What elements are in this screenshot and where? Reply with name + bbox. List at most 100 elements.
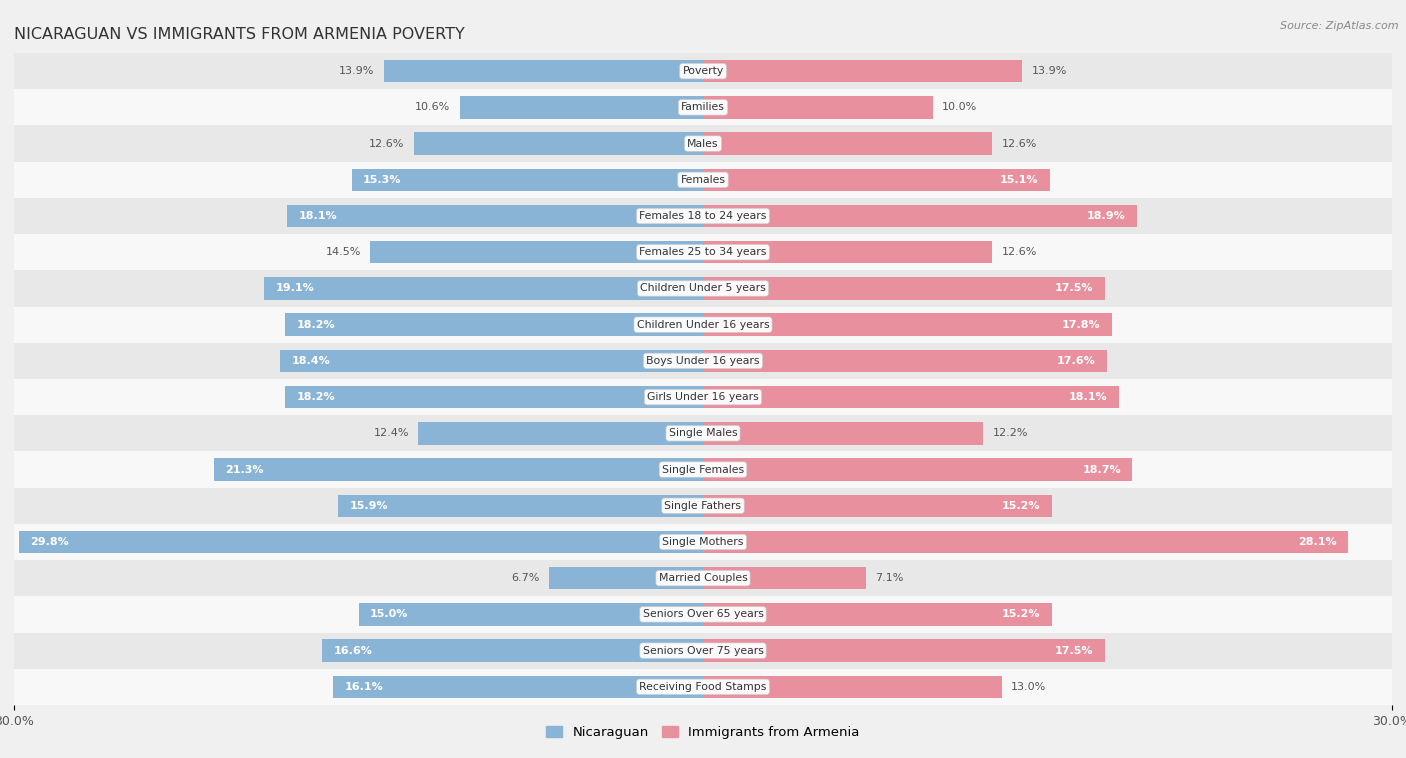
Text: 12.2%: 12.2% xyxy=(993,428,1028,438)
Bar xyxy=(703,168,1050,191)
Bar xyxy=(14,126,1392,161)
Bar xyxy=(14,53,1392,89)
Text: 15.1%: 15.1% xyxy=(1000,175,1038,185)
Text: 15.0%: 15.0% xyxy=(370,609,408,619)
Text: 15.3%: 15.3% xyxy=(363,175,402,185)
Bar xyxy=(14,487,1392,524)
Bar xyxy=(285,314,703,336)
Text: 18.1%: 18.1% xyxy=(299,211,337,221)
Bar xyxy=(703,133,993,155)
Bar xyxy=(550,567,703,590)
Text: Source: ZipAtlas.com: Source: ZipAtlas.com xyxy=(1281,21,1399,31)
Text: Poverty: Poverty xyxy=(682,66,724,76)
Text: 13.0%: 13.0% xyxy=(1011,682,1046,692)
Bar xyxy=(703,422,983,444)
Text: 18.2%: 18.2% xyxy=(297,320,335,330)
Text: 16.1%: 16.1% xyxy=(344,682,384,692)
Bar xyxy=(14,632,1392,669)
Bar xyxy=(287,205,703,227)
Bar xyxy=(703,603,1052,625)
Bar xyxy=(285,386,703,409)
Text: Children Under 5 years: Children Under 5 years xyxy=(640,283,766,293)
Bar xyxy=(418,422,703,444)
Text: 12.6%: 12.6% xyxy=(1001,247,1036,257)
Bar xyxy=(14,452,1392,487)
Text: Single Males: Single Males xyxy=(669,428,737,438)
Text: 17.5%: 17.5% xyxy=(1054,283,1094,293)
Bar xyxy=(370,241,703,264)
Text: Girls Under 16 years: Girls Under 16 years xyxy=(647,392,759,402)
Text: 10.0%: 10.0% xyxy=(942,102,977,112)
Text: Females 18 to 24 years: Females 18 to 24 years xyxy=(640,211,766,221)
Bar xyxy=(14,89,1392,126)
Text: 28.1%: 28.1% xyxy=(1298,537,1337,547)
Text: 6.7%: 6.7% xyxy=(512,573,540,583)
Bar xyxy=(14,379,1392,415)
Text: Children Under 16 years: Children Under 16 years xyxy=(637,320,769,330)
Text: 14.5%: 14.5% xyxy=(325,247,361,257)
Bar xyxy=(280,349,703,372)
Text: 7.1%: 7.1% xyxy=(875,573,904,583)
Text: 12.6%: 12.6% xyxy=(1001,139,1036,149)
Text: 12.4%: 12.4% xyxy=(374,428,409,438)
Text: 13.9%: 13.9% xyxy=(1032,66,1067,76)
Bar xyxy=(703,277,1105,299)
Bar xyxy=(14,161,1392,198)
Bar xyxy=(214,459,703,481)
Bar xyxy=(460,96,703,118)
Text: 17.6%: 17.6% xyxy=(1057,356,1095,366)
Text: 17.5%: 17.5% xyxy=(1054,646,1094,656)
Text: 18.1%: 18.1% xyxy=(1069,392,1107,402)
Text: 21.3%: 21.3% xyxy=(225,465,264,475)
Text: 16.6%: 16.6% xyxy=(333,646,373,656)
Text: 19.1%: 19.1% xyxy=(276,283,315,293)
Bar xyxy=(703,459,1132,481)
Bar xyxy=(14,560,1392,597)
Bar xyxy=(14,198,1392,234)
Text: Single Fathers: Single Fathers xyxy=(665,501,741,511)
Text: NICARAGUAN VS IMMIGRANTS FROM ARMENIA POVERTY: NICARAGUAN VS IMMIGRANTS FROM ARMENIA PO… xyxy=(14,27,465,42)
Bar xyxy=(703,314,1112,336)
Text: Females: Females xyxy=(681,175,725,185)
Bar xyxy=(703,60,1022,83)
Text: 18.9%: 18.9% xyxy=(1087,211,1126,221)
Bar xyxy=(14,597,1392,632)
Bar xyxy=(703,567,866,590)
Text: 29.8%: 29.8% xyxy=(30,537,69,547)
Bar xyxy=(14,234,1392,271)
Bar xyxy=(703,494,1052,517)
Text: 13.9%: 13.9% xyxy=(339,66,374,76)
Text: Males: Males xyxy=(688,139,718,149)
Text: 18.4%: 18.4% xyxy=(292,356,330,366)
Bar xyxy=(264,277,703,299)
Bar xyxy=(14,669,1392,705)
Legend: Nicaraguan, Immigrants from Armenia: Nicaraguan, Immigrants from Armenia xyxy=(541,720,865,744)
Bar xyxy=(703,531,1348,553)
Text: 15.9%: 15.9% xyxy=(349,501,388,511)
Bar xyxy=(703,205,1137,227)
Text: Married Couples: Married Couples xyxy=(658,573,748,583)
Bar xyxy=(413,133,703,155)
Text: Receiving Food Stamps: Receiving Food Stamps xyxy=(640,682,766,692)
Text: Single Mothers: Single Mothers xyxy=(662,537,744,547)
Text: 17.8%: 17.8% xyxy=(1062,320,1101,330)
Bar xyxy=(337,494,703,517)
Bar xyxy=(322,640,703,662)
Text: Seniors Over 65 years: Seniors Over 65 years xyxy=(643,609,763,619)
Bar xyxy=(703,675,1001,698)
Text: 18.2%: 18.2% xyxy=(297,392,335,402)
Text: Boys Under 16 years: Boys Under 16 years xyxy=(647,356,759,366)
Text: 15.2%: 15.2% xyxy=(1002,501,1040,511)
Bar xyxy=(14,524,1392,560)
Bar xyxy=(703,241,993,264)
Text: Seniors Over 75 years: Seniors Over 75 years xyxy=(643,646,763,656)
Bar xyxy=(703,349,1107,372)
Text: 15.2%: 15.2% xyxy=(1002,609,1040,619)
Bar xyxy=(703,96,932,118)
Text: 18.7%: 18.7% xyxy=(1083,465,1121,475)
Bar xyxy=(333,675,703,698)
Text: Single Females: Single Females xyxy=(662,465,744,475)
Bar xyxy=(359,603,703,625)
Bar xyxy=(14,271,1392,306)
Bar xyxy=(14,415,1392,452)
